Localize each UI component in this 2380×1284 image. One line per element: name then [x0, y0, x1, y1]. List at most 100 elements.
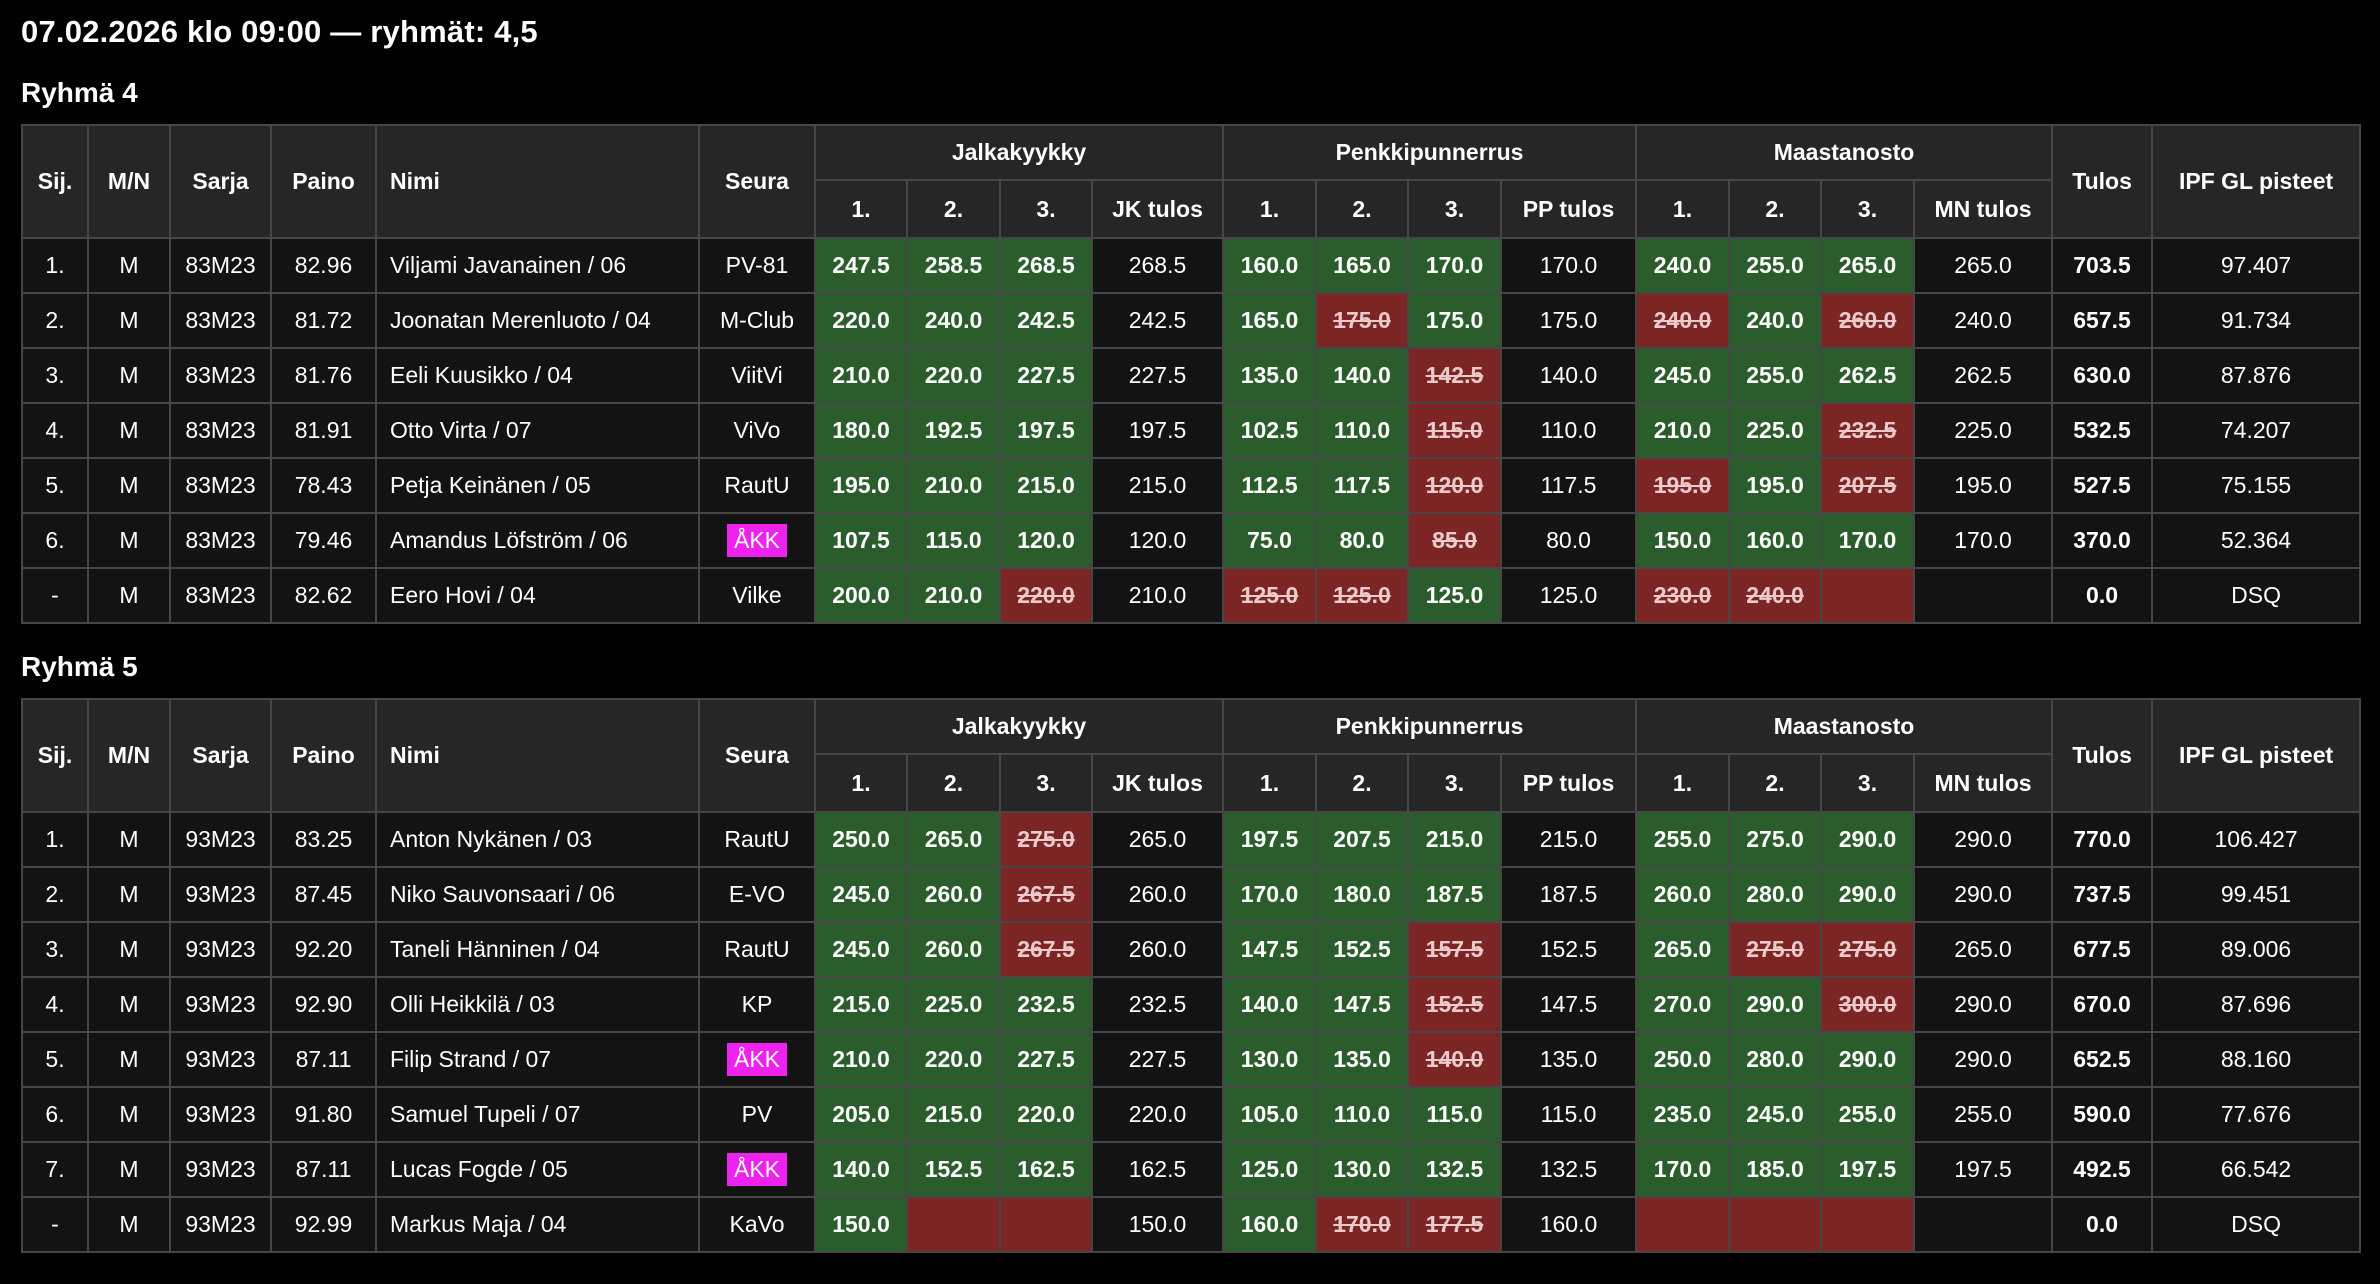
deadlift-total-cell: 240.0	[1913, 292, 2054, 349]
bench-total-cell: 175.0	[1499, 292, 1638, 349]
deadlift-attempt-2-cell: 195.0	[1728, 457, 1823, 514]
bench-attempt-3-cell: 157.5	[1407, 921, 1502, 978]
squat-attempt-2-cell: 115.0	[906, 512, 1001, 569]
col-bench-total: PP tulos	[1499, 753, 1638, 813]
rank-cell: 5.	[21, 1031, 89, 1088]
squat-attempt-2-cell: 260.0	[906, 921, 1001, 978]
deadlift-attempt-2-cell	[1728, 1196, 1823, 1253]
table-row: 3. M 93M23 92.20 Taneli Hänninen / 04 RautU 24…	[21, 921, 2362, 978]
bench-attempt-3-cell: 125.0	[1407, 567, 1502, 624]
gender-cell: M	[87, 292, 171, 349]
col-bench-2: 2.	[1315, 753, 1409, 813]
bench-total-cell: 115.0	[1499, 1086, 1638, 1143]
rank-cell: -	[21, 1196, 89, 1253]
club-cell: ViVo	[698, 402, 816, 459]
bench-attempt-3-cell: 177.5	[1407, 1196, 1502, 1253]
deadlift-attempt-3-cell: 290.0	[1820, 811, 1916, 868]
squat-attempt-3-cell: 242.5	[999, 292, 1093, 349]
class-cell: 93M23	[169, 1086, 272, 1143]
total-cell: 532.5	[2051, 402, 2154, 459]
col-squat-3: 3.	[999, 753, 1093, 813]
bench-attempt-3-cell: 152.5	[1407, 976, 1502, 1033]
squat-attempt-3-cell: 220.0	[999, 1086, 1093, 1143]
name-cell: Taneli Hänninen / 04	[375, 921, 700, 978]
col-group-bench: Penkkipunnerrus	[1221, 124, 1638, 181]
col-bench-3: 3.	[1407, 179, 1502, 239]
deadlift-attempt-3-cell: 275.0	[1820, 921, 1916, 978]
club-cell: M-Club	[698, 292, 816, 349]
bench-total-cell: 170.0	[1499, 237, 1638, 294]
class-cell: 93M23	[169, 1141, 272, 1198]
table-row: 4. M 83M23 81.91 Otto Virta / 07 ViVo 180.0 192…	[21, 402, 2362, 459]
col-deadlift-1: 1.	[1635, 753, 1731, 813]
total-cell: 770.0	[2051, 811, 2154, 868]
deadlift-attempt-3-cell: 232.5	[1820, 402, 1916, 459]
bench-attempt-1-cell: 105.0	[1222, 1086, 1317, 1143]
deadlift-total-cell	[1913, 1196, 2054, 1253]
table-row: 2. M 93M23 87.45 Niko Sauvonsaari / 06 E-VO 24…	[21, 866, 2362, 923]
bench-attempt-3-cell: 115.0	[1407, 402, 1502, 459]
bench-attempt-3-cell: 187.5	[1407, 866, 1502, 923]
col-bodyweight: Paino	[270, 124, 377, 239]
col-squat-3: 3.	[999, 179, 1093, 239]
class-cell: 83M23	[169, 292, 272, 349]
deadlift-attempt-3-cell: 290.0	[1820, 1031, 1916, 1088]
bench-total-cell: 80.0	[1499, 512, 1638, 569]
deadlift-total-cell: 197.5	[1913, 1141, 2054, 1198]
total-cell: 0.0	[2051, 1196, 2154, 1253]
gender-cell: M	[87, 921, 171, 978]
col-deadlift-3: 3.	[1820, 179, 1916, 239]
col-deadlift-3: 3.	[1820, 753, 1916, 813]
total-cell: 370.0	[2051, 512, 2154, 569]
bench-attempt-2-cell: 140.0	[1315, 347, 1409, 404]
bench-attempt-1-cell: 147.5	[1222, 921, 1317, 978]
squat-total-cell: 150.0	[1091, 1196, 1224, 1253]
bench-attempt-1-cell: 75.0	[1222, 512, 1317, 569]
squat-attempt-1-cell: 215.0	[814, 976, 908, 1033]
results-table-ryhma-4: Sij. M/N Sarja Paino Nimi Seura Jalkakyy…	[21, 124, 2362, 624]
bench-attempt-2-cell: 110.0	[1315, 402, 1409, 459]
bench-total-cell: 215.0	[1499, 811, 1638, 868]
club-cell: RautU	[698, 457, 816, 514]
bench-attempt-3-cell: 175.0	[1407, 292, 1502, 349]
squat-attempt-3-cell: 120.0	[999, 512, 1093, 569]
rank-cell: 3.	[21, 921, 89, 978]
club-highlight: ÅKK	[726, 524, 788, 557]
deadlift-attempt-3-cell: 262.5	[1820, 347, 1916, 404]
bodyweight-cell: 91.80	[270, 1086, 377, 1143]
rank-cell: 6.	[21, 512, 89, 569]
deadlift-attempt-1-cell: 195.0	[1635, 457, 1731, 514]
ipf-points-cell: 88.160	[2151, 1031, 2362, 1088]
club-cell: RautU	[698, 921, 816, 978]
results-table-ryhma-5: Sij. M/N Sarja Paino Nimi Seura Jalkakyy…	[21, 698, 2362, 1253]
col-deadlift-total: MN tulos	[1913, 753, 2054, 813]
class-cell: 93M23	[169, 1031, 272, 1088]
total-cell: 657.5	[2051, 292, 2154, 349]
bench-attempt-3-cell: 142.5	[1407, 347, 1502, 404]
table-row: 7. M 93M23 87.11 Lucas Fogde / 05 ÅKK 140.0 152…	[21, 1141, 2362, 1198]
deadlift-total-cell: 290.0	[1913, 811, 2054, 868]
col-squat-1: 1.	[814, 753, 908, 813]
name-cell: Viljami Javanainen / 06	[375, 237, 700, 294]
deadlift-attempt-3-cell: 260.0	[1820, 292, 1916, 349]
bench-total-cell: 132.5	[1499, 1141, 1638, 1198]
total-cell: 670.0	[2051, 976, 2154, 1033]
ipf-points-cell: 97.407	[2151, 237, 2362, 294]
squat-attempt-1-cell: 205.0	[814, 1086, 908, 1143]
ipf-points-cell: 66.542	[2151, 1141, 2362, 1198]
squat-attempt-3-cell: 268.5	[999, 237, 1093, 294]
club-cell: ÅKK	[698, 512, 816, 569]
squat-attempt-1-cell: 245.0	[814, 921, 908, 978]
gender-cell: M	[87, 402, 171, 459]
bench-total-cell: 125.0	[1499, 567, 1638, 624]
squat-attempt-3-cell: 162.5	[999, 1141, 1093, 1198]
col-bench-3: 3.	[1407, 753, 1502, 813]
squat-total-cell: 220.0	[1091, 1086, 1224, 1143]
name-cell: Eero Hovi / 04	[375, 567, 700, 624]
ipf-points-cell: 77.676	[2151, 1086, 2362, 1143]
deadlift-total-cell: 265.0	[1913, 921, 2054, 978]
deadlift-attempt-1-cell	[1635, 1196, 1731, 1253]
total-cell: 0.0	[2051, 567, 2154, 624]
bodyweight-cell: 92.99	[270, 1196, 377, 1253]
squat-attempt-2-cell: 260.0	[906, 866, 1001, 923]
